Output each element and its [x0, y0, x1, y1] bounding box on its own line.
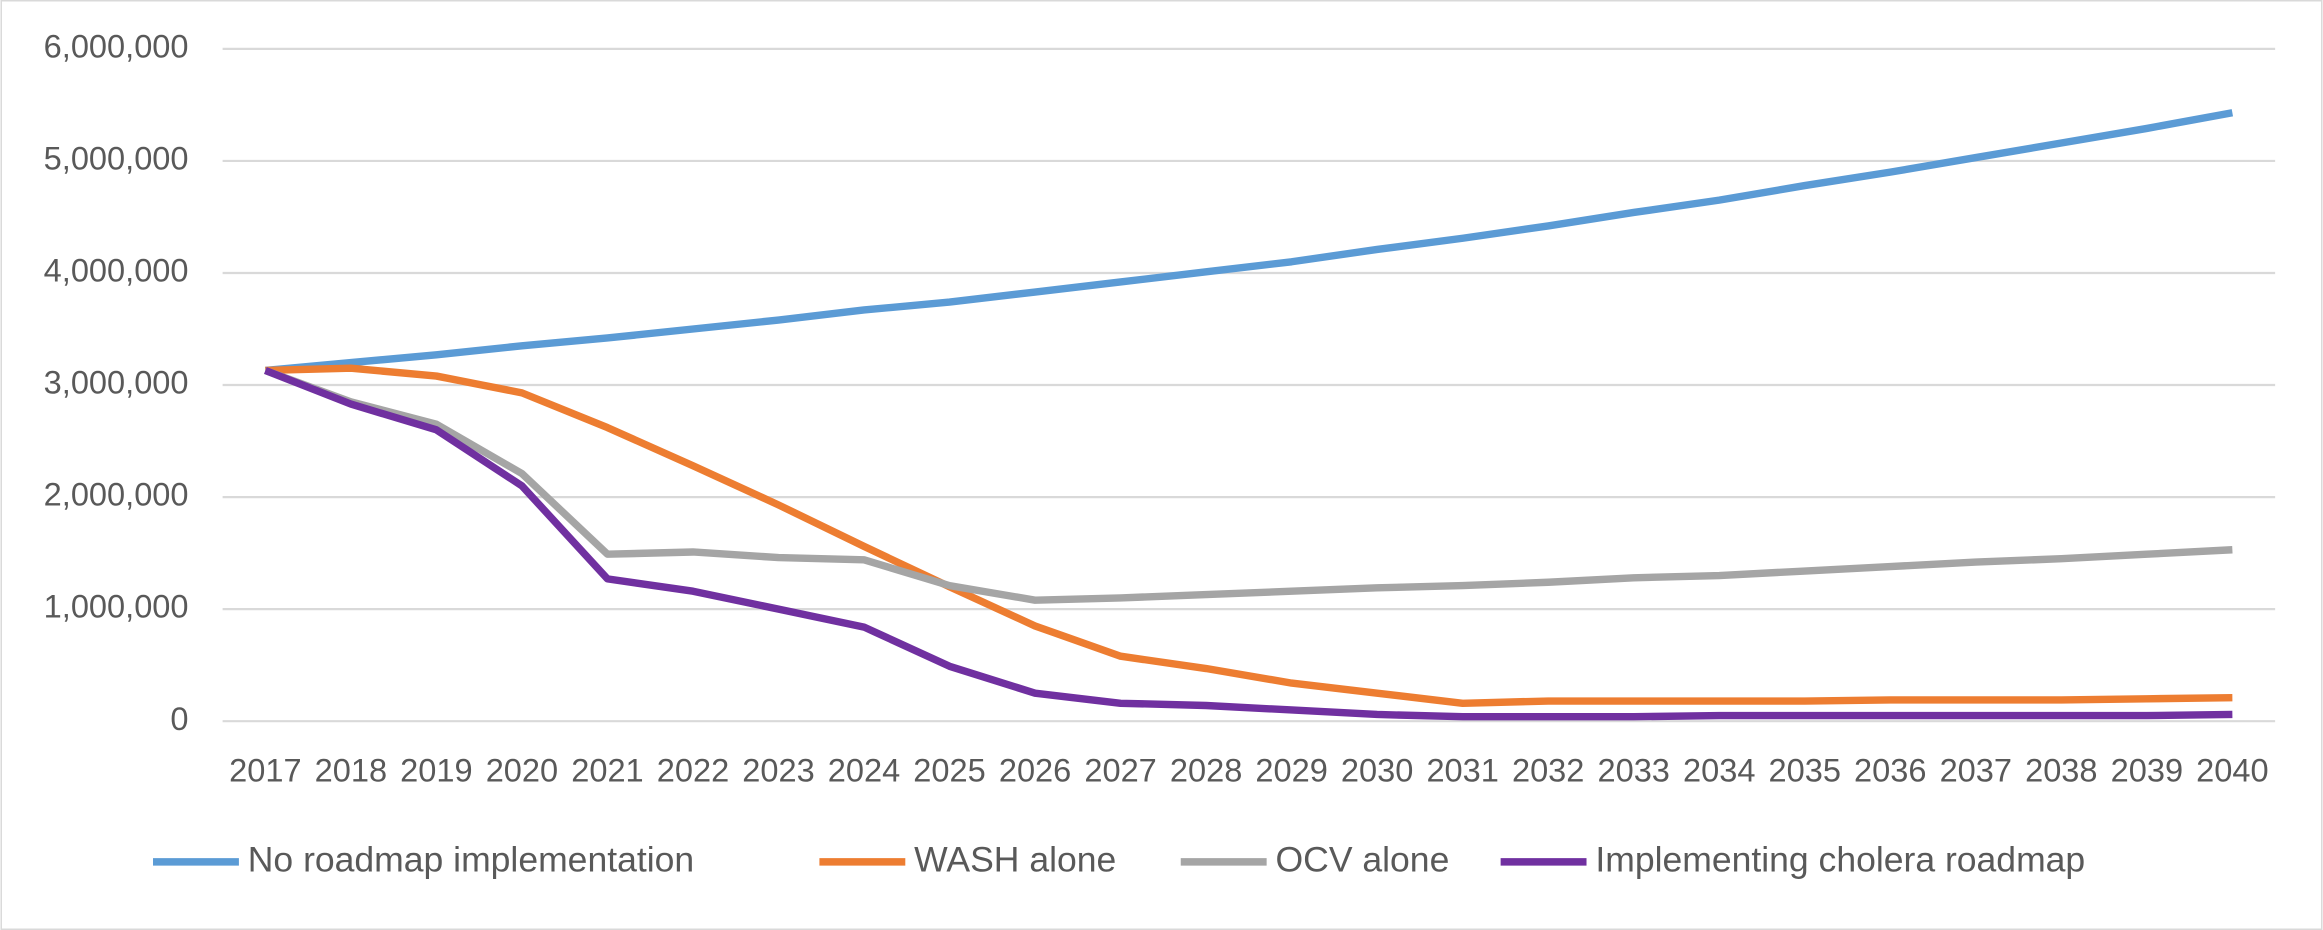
x-tick-label: 2018: [315, 753, 387, 789]
legend-label: OCV alone: [1276, 839, 1450, 879]
series-line: [264, 366, 2233, 604]
x-tick-label: 2019: [400, 753, 472, 789]
x-tick-label: 2017: [229, 753, 301, 789]
x-tick-label: 2022: [657, 753, 729, 789]
x-tick-label: 2034: [1683, 753, 1755, 789]
x-tick-label: 2038: [2025, 753, 2097, 789]
x-tick-label: 2037: [1940, 753, 2012, 789]
legend-label: No roadmap implementation: [248, 839, 694, 879]
x-tick-label: 2027: [1084, 753, 1156, 789]
x-tick-label: 2031: [1426, 753, 1498, 789]
x-tick-label: 2020: [486, 753, 558, 789]
series-line: [265, 109, 2234, 375]
x-tick-label: 2030: [1341, 753, 1413, 789]
y-tick-label: 1,000,000: [44, 589, 189, 625]
x-tick-label: 2040: [2196, 753, 2268, 789]
y-tick-label: 0: [170, 701, 188, 737]
x-tick-label: 2033: [1597, 753, 1669, 789]
x-tick-label: 2026: [999, 753, 1071, 789]
x-tick-label: 2023: [742, 753, 814, 789]
x-tick-label: 2036: [1854, 753, 1926, 789]
x-tick-label: 2032: [1512, 753, 1584, 789]
y-tick-label: 4,000,000: [44, 253, 189, 289]
x-tick-label: 2024: [828, 753, 900, 789]
x-tick-label: 2021: [571, 753, 643, 789]
y-tick-label: 3,000,000: [44, 365, 189, 401]
y-tick-label: 6,000,000: [44, 28, 189, 64]
legend-label: WASH alone: [914, 839, 1116, 879]
legend-label: Implementing cholera roadmap: [1595, 839, 2085, 879]
x-tick-label: 2028: [1170, 753, 1242, 789]
x-tick-label: 2035: [1769, 753, 1841, 789]
y-tick-label: 5,000,000: [44, 141, 189, 177]
x-tick-label: 2029: [1255, 753, 1327, 789]
series-line: [265, 364, 2233, 707]
x-tick-label: 2025: [913, 753, 985, 789]
x-tick-label: 2039: [2111, 753, 2183, 789]
series-line: [264, 367, 2233, 721]
y-tick-label: 2,000,000: [44, 477, 189, 513]
